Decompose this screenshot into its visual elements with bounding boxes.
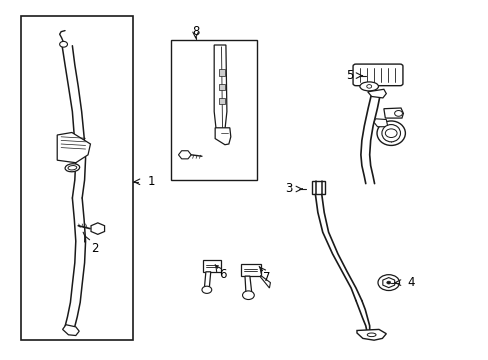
Ellipse shape bbox=[65, 164, 80, 172]
Circle shape bbox=[366, 85, 371, 88]
Polygon shape bbox=[219, 69, 224, 76]
Polygon shape bbox=[367, 89, 386, 98]
Circle shape bbox=[385, 129, 396, 138]
Polygon shape bbox=[203, 260, 220, 272]
Polygon shape bbox=[260, 275, 270, 288]
Ellipse shape bbox=[381, 125, 400, 142]
Polygon shape bbox=[215, 128, 230, 145]
Polygon shape bbox=[241, 264, 260, 276]
Ellipse shape bbox=[376, 121, 405, 145]
Polygon shape bbox=[311, 181, 325, 194]
Polygon shape bbox=[214, 45, 226, 130]
Circle shape bbox=[386, 281, 390, 284]
Circle shape bbox=[60, 41, 67, 47]
Polygon shape bbox=[383, 108, 403, 118]
Text: 8: 8 bbox=[191, 25, 199, 38]
Bar bbox=[20, 16, 133, 340]
Polygon shape bbox=[62, 325, 79, 336]
Text: 6: 6 bbox=[218, 268, 226, 281]
Polygon shape bbox=[373, 119, 387, 127]
Bar bbox=[171, 40, 256, 180]
FancyBboxPatch shape bbox=[352, 64, 402, 86]
Circle shape bbox=[242, 291, 254, 300]
Polygon shape bbox=[244, 276, 251, 293]
Polygon shape bbox=[219, 98, 224, 104]
Ellipse shape bbox=[366, 333, 375, 337]
Circle shape bbox=[202, 286, 211, 293]
Ellipse shape bbox=[68, 166, 77, 170]
Polygon shape bbox=[219, 84, 224, 90]
Circle shape bbox=[394, 111, 402, 116]
Polygon shape bbox=[204, 272, 210, 288]
Polygon shape bbox=[178, 151, 191, 159]
Polygon shape bbox=[57, 132, 90, 163]
Text: 2: 2 bbox=[91, 242, 99, 255]
Circle shape bbox=[377, 275, 399, 291]
Polygon shape bbox=[91, 223, 104, 234]
Polygon shape bbox=[382, 278, 394, 288]
Text: 3: 3 bbox=[284, 183, 292, 195]
Ellipse shape bbox=[359, 82, 378, 91]
Text: 1: 1 bbox=[147, 175, 155, 188]
Text: 5: 5 bbox=[345, 69, 353, 82]
Text: 4: 4 bbox=[406, 276, 414, 289]
Polygon shape bbox=[356, 329, 386, 340]
Text: 7: 7 bbox=[262, 271, 270, 284]
